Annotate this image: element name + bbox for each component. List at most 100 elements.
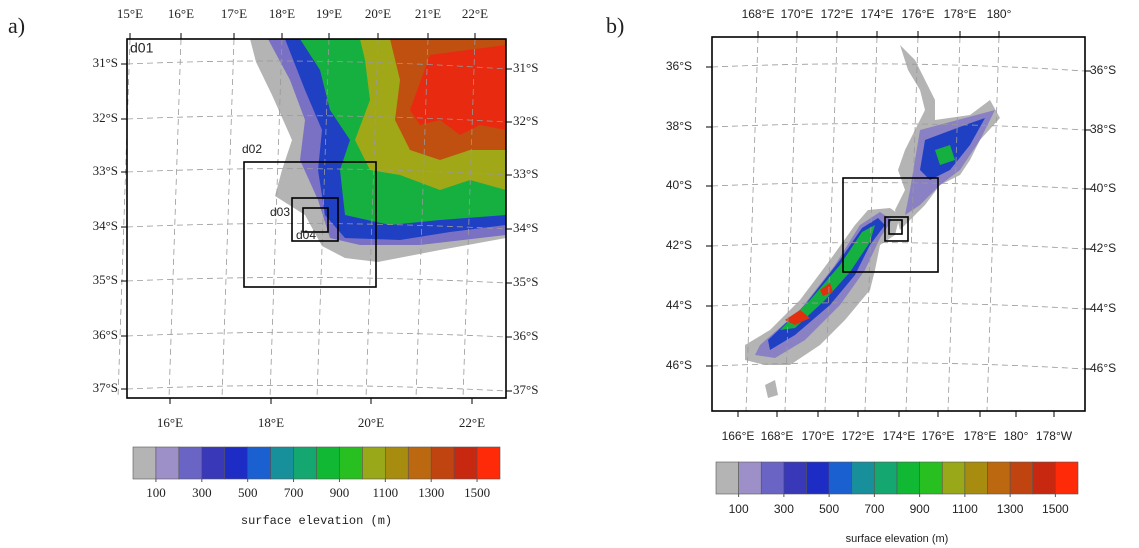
top-label: 20°E xyxy=(365,6,391,21)
grid-line xyxy=(711,63,1086,72)
top-label: 176°E xyxy=(902,7,935,21)
right-label: 36°S xyxy=(513,328,538,343)
grid-line xyxy=(126,277,507,284)
top-label: 18°E xyxy=(269,6,295,21)
bottom-label: 174°E xyxy=(883,429,916,443)
colorbar-bin xyxy=(132,446,157,480)
right-label: 33°S xyxy=(513,166,538,181)
domain-box xyxy=(842,177,939,273)
bottom-label: 176°E xyxy=(922,429,955,443)
left-label: 31°S xyxy=(93,55,118,70)
colorbar-bin xyxy=(224,446,248,480)
right-label: 42°S xyxy=(1090,241,1116,255)
left-label: 46°S xyxy=(666,358,692,372)
top-label: 22°E xyxy=(462,6,488,21)
grid-line xyxy=(711,182,1086,190)
grid-line xyxy=(126,60,507,70)
bottom-label: 16°E xyxy=(157,415,183,430)
left-label: 37°S xyxy=(93,380,118,395)
right-label: 34°S xyxy=(513,220,538,235)
panel-label: b) xyxy=(606,13,624,38)
top-label: 168°E xyxy=(742,7,775,21)
domain-box xyxy=(884,216,909,242)
colorbar-bin xyxy=(339,446,363,480)
left-label: 42°S xyxy=(666,238,692,252)
domain-d02 xyxy=(243,161,377,288)
colorbar-label: 700 xyxy=(864,502,884,516)
right-label: 37°S xyxy=(513,382,538,397)
colorbar-title: surface elevation (m) xyxy=(846,533,949,545)
colorbar-label: 900 xyxy=(910,502,930,516)
right-label: 46°S xyxy=(1090,361,1116,375)
top-label: 180° xyxy=(987,7,1012,21)
colorbar-bin xyxy=(783,461,807,495)
colorbar-bin xyxy=(919,461,943,495)
grid-line xyxy=(462,38,476,399)
right-label: 32°S xyxy=(513,113,538,128)
left-label: 38°S xyxy=(666,119,692,133)
colorbar-title: surface elevation (m) xyxy=(241,514,392,528)
colorbar-bin xyxy=(987,461,1011,495)
left-label: 40°S xyxy=(666,178,692,192)
colorbar-label: 900 xyxy=(330,485,350,500)
panel-label: a) xyxy=(8,13,25,38)
left-label: 44°S xyxy=(666,298,692,312)
grid-line xyxy=(316,38,330,399)
colorbar-label: 300 xyxy=(192,485,212,500)
grid-line xyxy=(126,223,507,230)
grid-line xyxy=(711,123,1086,131)
grid-line xyxy=(126,115,507,123)
right-label: 31°S xyxy=(513,60,538,75)
bottom-label: 170°E xyxy=(802,429,835,443)
right-label: 38°S xyxy=(1090,122,1116,136)
top-label: 16°E xyxy=(168,6,194,21)
right-label: 44°S xyxy=(1090,301,1116,315)
left-label: 36°S xyxy=(93,327,118,342)
colorbar-label: 1100 xyxy=(373,485,399,500)
colorbar-bin xyxy=(453,446,478,480)
colorbar-label: 1500 xyxy=(464,485,490,500)
grid-line xyxy=(221,38,235,399)
top-label: 170°E xyxy=(781,7,814,21)
grid-line xyxy=(711,302,1086,310)
colorbar-label: 500 xyxy=(819,502,839,516)
top-label: 178°E xyxy=(944,7,977,21)
colorbar-bin xyxy=(1009,461,1034,495)
graticule xyxy=(711,36,1086,412)
top-label: 17°E xyxy=(221,6,247,21)
colorbar-bin xyxy=(851,461,875,495)
colorbar-label: 300 xyxy=(774,502,794,516)
terrain xyxy=(745,45,1000,398)
bottom-label: 18°E xyxy=(258,415,284,430)
left-label: 36°S xyxy=(666,59,692,73)
domain-label: d03 xyxy=(270,205,290,219)
grid-line xyxy=(269,38,283,399)
top-label: 19°E xyxy=(316,6,342,21)
map-frame xyxy=(126,38,507,399)
panel-a: a) d01 d02 d03 d04 15°E 16°E 17°E 18°E 19°E 2… xyxy=(8,6,538,528)
left-label: 34°S xyxy=(93,218,118,233)
colorbar-bin xyxy=(760,461,785,495)
colorbar-bin xyxy=(828,461,853,495)
grid-line xyxy=(117,38,131,399)
terrain xyxy=(250,39,506,262)
top-label: 172°E xyxy=(821,7,854,21)
colorbar-bin xyxy=(247,446,271,480)
bottom-label: 178°E xyxy=(964,429,997,443)
grid-line xyxy=(864,36,878,412)
colorbar-bin xyxy=(806,461,830,495)
grid-line xyxy=(126,168,507,176)
grid-line xyxy=(745,36,759,412)
grid-line xyxy=(824,36,838,412)
colorbar-label: 1100 xyxy=(952,502,978,516)
colorbar-bin xyxy=(941,461,966,495)
colorbar-bin xyxy=(316,446,340,480)
colorbar-bin xyxy=(1032,461,1056,495)
bottom-label: 166°E xyxy=(722,429,755,443)
left-label: 35°S xyxy=(93,272,118,287)
grid-line xyxy=(126,331,507,338)
grid-line xyxy=(905,36,919,412)
bottom-label: 172°E xyxy=(842,429,875,443)
bottom-label: 20°E xyxy=(358,415,384,430)
